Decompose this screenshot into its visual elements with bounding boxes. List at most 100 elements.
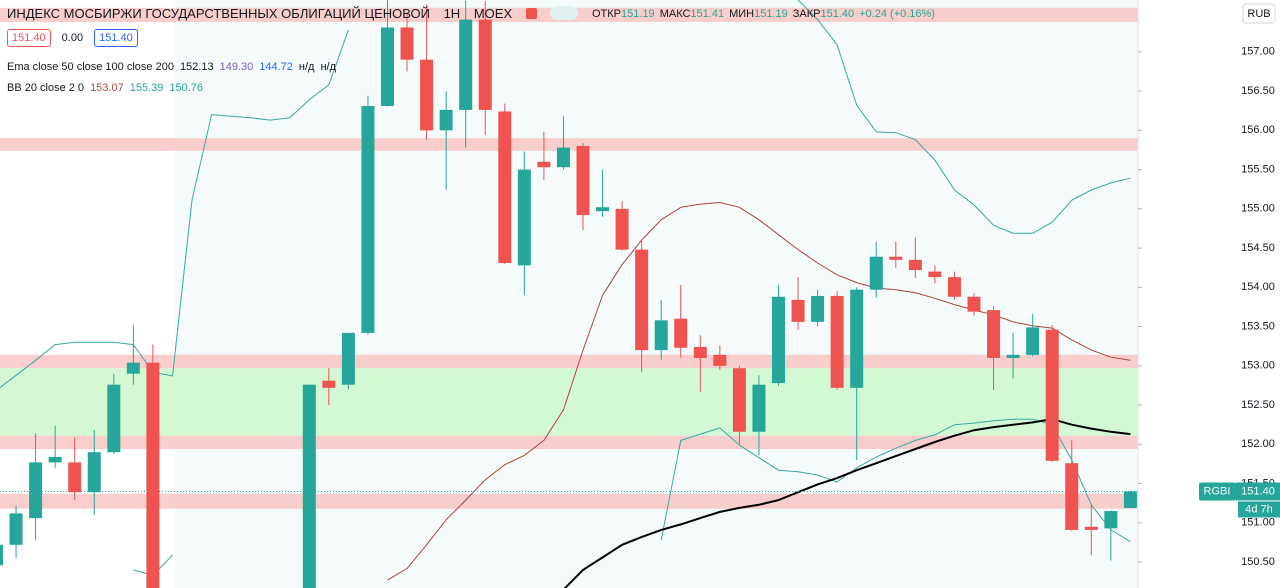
y-tick-label: 154.50 [1241, 242, 1275, 254]
candle-body [0, 544, 3, 566]
candle-body [126, 362, 140, 374]
price-boxes: 151.40 0.00 151.40 [7, 29, 144, 47]
y-tick-label: 153.50 [1241, 320, 1275, 332]
candle-body [478, 19, 492, 110]
indicator-line [387, 201, 1131, 581]
price-box[interactable]: 0.00 [61, 32, 84, 44]
y-tick-label: 156.50 [1241, 85, 1275, 97]
indicator-value: 155.39 [129, 82, 164, 94]
candle-body [791, 299, 805, 322]
y-tick-label: 154.00 [1241, 281, 1275, 293]
candle-body [322, 380, 336, 388]
price-tag-label: 151.40 [1241, 485, 1275, 497]
candle-body [635, 249, 649, 351]
plot-area [0, 0, 1138, 588]
symbol-tag-label: RGBI [1204, 485, 1231, 497]
indicator-row: Ema close 50 close 100 close 200 152.13 14… [7, 57, 342, 78]
candle-body [1065, 463, 1079, 530]
candle-body [830, 295, 844, 388]
candle-body [850, 289, 864, 388]
candle-body [1084, 526, 1098, 530]
candle-body [772, 296, 785, 384]
currency-box[interactable] [1242, 3, 1276, 24]
price-tag [1236, 482, 1280, 501]
status-icons[interactable] [550, 6, 579, 20]
candle-body [68, 462, 82, 493]
candle-body [29, 462, 43, 519]
indicator-value: 144.72 [259, 61, 293, 73]
candle-body [107, 384, 121, 453]
y-tick-label: 155.50 [1241, 163, 1275, 175]
flag-icon[interactable] [525, 8, 537, 19]
ohlc-label: ОТКР [592, 8, 622, 20]
candle-body [400, 27, 414, 60]
candle-body [987, 310, 1001, 358]
ohlc-value: 151.40 [820, 8, 855, 20]
candle-body [1006, 354, 1020, 358]
candle-body [537, 161, 551, 168]
chart-title: ИНДЕКС МОСБИРЖИ ГОСУДАРСТВЕННЫХ ОБЛИГАЦИ… [7, 6, 430, 21]
candle-body [947, 277, 961, 297]
candle-body [928, 271, 942, 278]
indicator-name: Ema close 50 close 100 close 200 [7, 61, 174, 73]
y-tick-label: 150.50 [1241, 556, 1275, 568]
y-tick-label: 157.00 [1241, 46, 1275, 58]
candle-body [654, 320, 668, 351]
price-box[interactable]: 151.40 [94, 29, 138, 47]
indicator-line [0, 0, 1131, 389]
indicator-value: 149.30 [219, 61, 254, 73]
level-band [0, 493, 1138, 509]
indicator-name: BB 20 close 2 0 [7, 82, 85, 94]
indicator-row: BB 20 close 2 0 153.07 155.39 150.76 [7, 78, 342, 99]
candle-body [361, 105, 375, 333]
exchange: MOEX [473, 6, 513, 21]
indicator-legend: Ema close 50 close 100 close 200 152.13 14… [7, 57, 342, 99]
ohlc-label: ЗАКР [792, 8, 821, 20]
currency: RUB [1247, 8, 1270, 20]
candle-body [1045, 329, 1059, 461]
candle-body [9, 513, 23, 545]
indicator-line [563, 418, 1131, 588]
indicator-value: 153.07 [90, 82, 124, 94]
candle-body [87, 452, 101, 493]
change: +0.24 (+0.16%) [859, 8, 935, 20]
level-band [0, 138, 1138, 151]
price-axis: 157.00 156.50 156.00 155.50 155.00 154.50 154.… [1138, 46, 1280, 568]
ohlc-label: МАКС [659, 8, 691, 20]
candle-body [889, 256, 903, 260]
ohlc-legend: ОТКР151.19 МАКС151.41 МИН151.19 ЗАКР151.40 +… [592, 8, 945, 20]
ohlc-value: 151.19 [621, 8, 655, 20]
y-tick-label: 152.50 [1241, 399, 1275, 411]
candle-body [732, 368, 746, 432]
candle-body [302, 384, 316, 588]
header: ИНДЕКС МОСБИРЖИ ГОСУДАРСТВЕННЫХ ОБЛИГАЦИ… [7, 6, 588, 21]
candle-body [615, 208, 629, 250]
candle-body [869, 256, 883, 290]
candle-body [146, 362, 160, 588]
level-band [0, 354, 1138, 369]
level-band [0, 435, 1138, 450]
bollinger-fill [175, 0, 1138, 588]
y-tick-label: 153.00 [1241, 360, 1275, 372]
indicator-value: н/д [298, 61, 315, 73]
candle-body [967, 296, 981, 312]
candle-body [693, 346, 707, 358]
price-box[interactable]: 151.40 [7, 29, 51, 47]
indicator-value: 152.13 [179, 61, 214, 73]
interval[interactable]: 1H [443, 6, 461, 21]
candle-body [908, 259, 922, 271]
candle-body [1123, 491, 1137, 508]
candle-body [674, 318, 688, 348]
candle-body [381, 27, 394, 106]
indicator-value: 150.76 [169, 82, 204, 94]
candle-body [459, 19, 473, 110]
candle-body [439, 109, 453, 131]
y-tick-label: 152.00 [1241, 438, 1275, 450]
indicator-value: н/д [320, 61, 337, 73]
y-tick-label: 155.00 [1241, 203, 1275, 215]
candle-body [420, 59, 434, 131]
y-tick-label: 151.00 [1241, 517, 1275, 529]
y-tick-label: 156.00 [1241, 124, 1275, 136]
